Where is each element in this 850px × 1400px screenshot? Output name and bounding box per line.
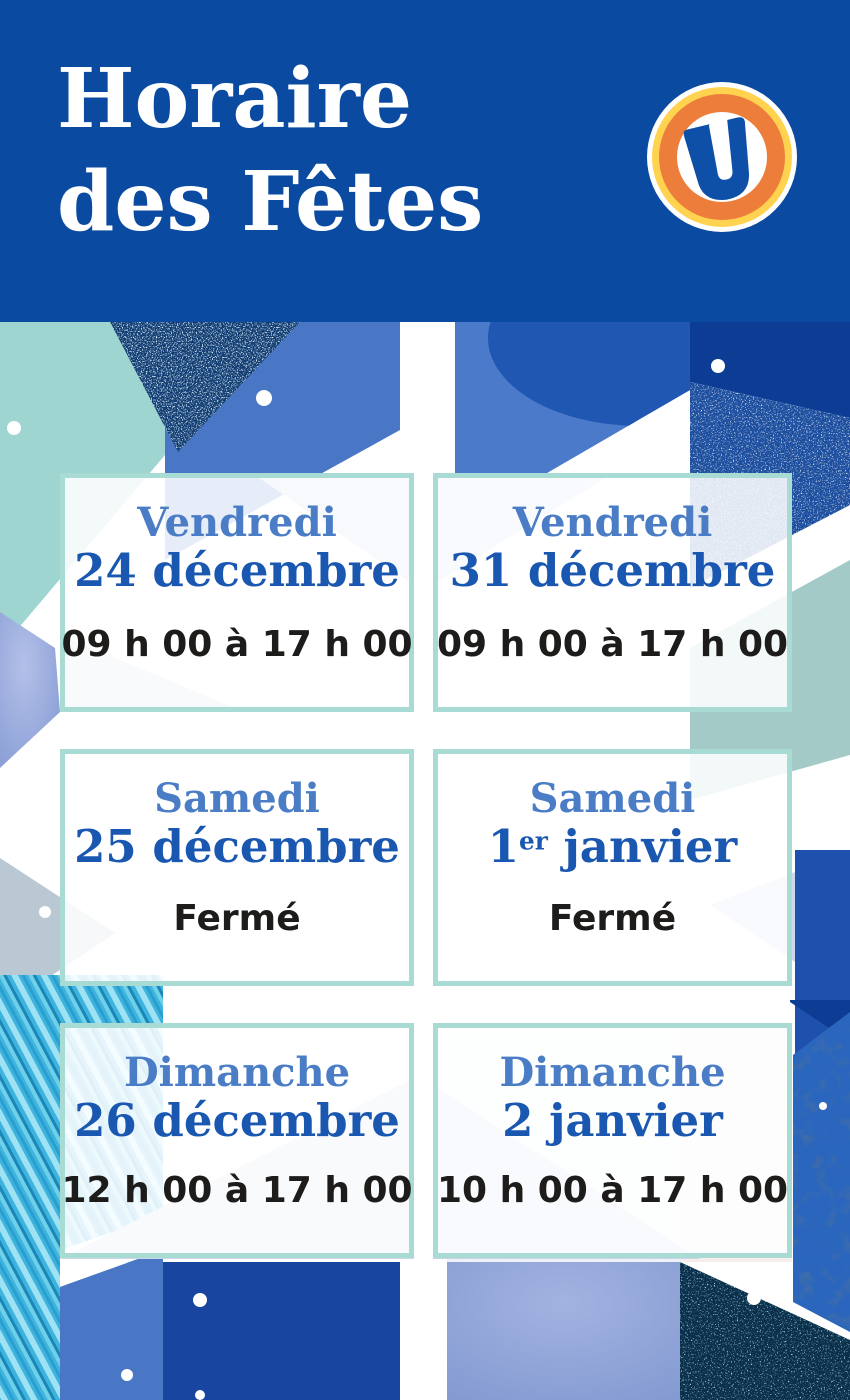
schedule-card-dec25: Samedi 25 décembre Fermé <box>60 749 414 986</box>
page-title: Horaire des Fêtes <box>57 48 483 255</box>
schedule-card-dec31: Vendredi 31 décembre 09 h 00 à 17 h 00 <box>433 473 792 712</box>
date-text: 25 décembre <box>74 820 400 873</box>
title-line-1: Horaire <box>57 51 413 147</box>
card-day: Dimanche <box>499 1049 726 1096</box>
snow-dots <box>7 359 827 1400</box>
card-day: Samedi <box>154 775 320 822</box>
u-logo-icon <box>647 82 797 232</box>
card-date: 2 janvier <box>502 1094 723 1147</box>
date-text: 31 décembre <box>449 544 776 597</box>
schedule-card-dec26: Dimanche 26 décembre 12 h 00 à 17 h 00 <box>60 1023 414 1258</box>
card-date: 26 décembre <box>74 1094 400 1147</box>
schedule-grid: Vendredi 24 décembre 09 h 00 à 17 h 00 V… <box>60 473 792 1258</box>
card-hours: Fermé <box>173 898 301 939</box>
title-line-2: des Fêtes <box>57 154 484 251</box>
card-hours: 09 h 00 à 17 h 00 <box>436 624 789 665</box>
card-hours: Fermé <box>548 898 677 939</box>
schedule-card-jan1: Samedi 1er janvier Fermé <box>433 749 792 986</box>
card-hours: 10 h 00 à 17 h 00 <box>436 1170 789 1211</box>
date-text: 2 janvier <box>502 1094 723 1147</box>
schedule-card-dec24: Vendredi 24 décembre 09 h 00 à 17 h 00 <box>60 473 414 712</box>
card-date: 24 décembre <box>74 544 400 597</box>
date-text: 1 <box>487 820 520 873</box>
card-date: 1er janvier <box>487 820 738 873</box>
header-banner: Horaire des Fêtes U <box>0 0 850 322</box>
card-day: Samedi <box>529 775 696 822</box>
date-text: 26 décembre <box>74 1094 400 1147</box>
card-hours: 09 h 00 à 17 h 00 <box>61 624 413 665</box>
card-day: Dimanche <box>123 1049 351 1096</box>
card-date: 25 décembre <box>74 820 400 873</box>
schedule-card-jan2: Dimanche 2 janvier 10 h 00 à 17 h 00 <box>433 1023 792 1258</box>
card-day: Vendredi <box>512 499 713 546</box>
card-day: Vendredi <box>137 499 337 546</box>
date-suffix: janvier <box>547 820 738 873</box>
card-date: 31 décembre <box>449 544 776 597</box>
date-text: 24 décembre <box>74 544 400 597</box>
card-hours: 12 h 00 à 17 h 00 <box>61 1170 413 1211</box>
date-superscript: er <box>519 826 548 856</box>
